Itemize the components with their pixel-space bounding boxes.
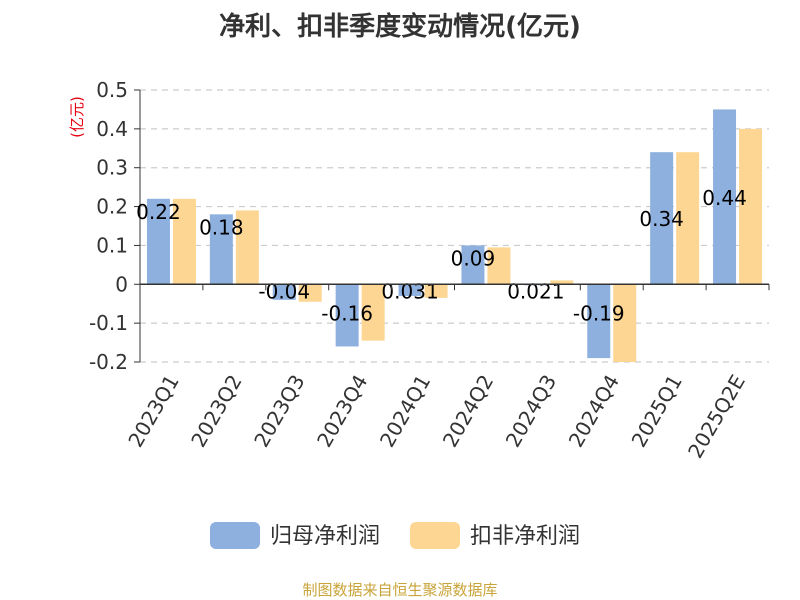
bar-deducted-net-profit	[487, 247, 511, 285]
x-tick-label: 2023Q1	[123, 371, 183, 452]
x-axis: 2023Q1 2023Q2 2023Q3 2023Q4 2024Q1 2024Q2 2024…	[123, 283, 770, 463]
x-tick-label: 2025Q2E	[683, 371, 750, 463]
data-label: -0.16	[321, 301, 373, 325]
x-tick-label: 2024Q1	[375, 371, 435, 452]
x-tick-label: 2023Q3	[249, 371, 309, 452]
bar-net-profit	[146, 198, 170, 285]
y-tick-label: 0.2	[96, 195, 128, 219]
bar-deducted-net-profit	[739, 128, 763, 285]
legend-swatch	[410, 522, 460, 549]
x-tick-label: 2023Q2	[186, 371, 246, 452]
x-tick-label: 2024Q2	[438, 371, 498, 452]
source-footer: 制图数据来自恒生聚源数据库	[302, 581, 498, 599]
bar-deducted-net-profit	[361, 284, 385, 341]
bar-net-profit	[272, 284, 296, 300]
legend-label: 扣非净利润	[470, 524, 580, 549]
bar-deducted-net-profit	[172, 198, 196, 285]
data-label: 0.09	[451, 246, 496, 270]
data-label: 0.18	[199, 215, 244, 239]
data-label: -0.19	[573, 301, 625, 325]
bar-net-profit	[398, 284, 422, 296]
data-label: 0.031	[381, 279, 438, 303]
bar-net-profit	[713, 109, 737, 285]
data-labels: 0.22 0.18 -0.04 -0.16 0.031 0.09 0.021 -0.19 0.3…	[136, 186, 747, 325]
legend: 归母净利润 扣非净利润	[210, 522, 580, 549]
chart-title: 净利、扣非季度变动情况(亿元)	[219, 12, 581, 42]
bar-net-profit	[209, 214, 233, 285]
data-label: 0.021	[507, 279, 564, 303]
bar-net-profit	[587, 284, 611, 359]
bar-deducted-net-profit	[298, 284, 322, 302]
x-tick-label: 2023Q4	[312, 371, 372, 452]
legend-swatch	[210, 522, 260, 549]
bar-deducted-net-profit	[235, 210, 259, 285]
bar-deducted-net-profit	[676, 152, 700, 285]
data-label: -0.04	[258, 279, 310, 303]
bar-net-profit	[335, 284, 359, 347]
data-label: 0.22	[136, 200, 181, 224]
data-label: 0.44	[702, 186, 747, 210]
x-tick-label: 2025Q1	[627, 371, 687, 452]
y-tick-label: 0.3	[96, 156, 128, 180]
y-tick-label: 0.1	[96, 233, 128, 257]
data-label: 0.34	[639, 207, 684, 231]
y-axis: -0.2 -0.1 0 0.1 0.2 0.3 0.4 0.5	[89, 78, 141, 374]
y-tick-label: -0.1	[89, 311, 128, 335]
y-tick-label: 0.5	[96, 78, 128, 102]
legend-label: 归母净利润	[270, 524, 380, 549]
y-tick-label: -0.2	[89, 350, 128, 374]
bar-deducted-net-profit	[550, 280, 574, 285]
y-tick-label: 0	[115, 272, 128, 296]
x-tick-label: 2024Q4	[564, 371, 624, 452]
bar-deducted-net-profit	[424, 284, 448, 298]
bar-net-profit	[461, 245, 485, 285]
y-axis-unit-label: (亿元)	[68, 96, 86, 138]
bars	[146, 109, 763, 362]
y-tick-label: 0.4	[96, 117, 128, 141]
bar-deducted-net-profit	[613, 284, 637, 362]
x-tick-label: 2024Q3	[501, 371, 561, 452]
bar-net-profit	[650, 152, 674, 285]
